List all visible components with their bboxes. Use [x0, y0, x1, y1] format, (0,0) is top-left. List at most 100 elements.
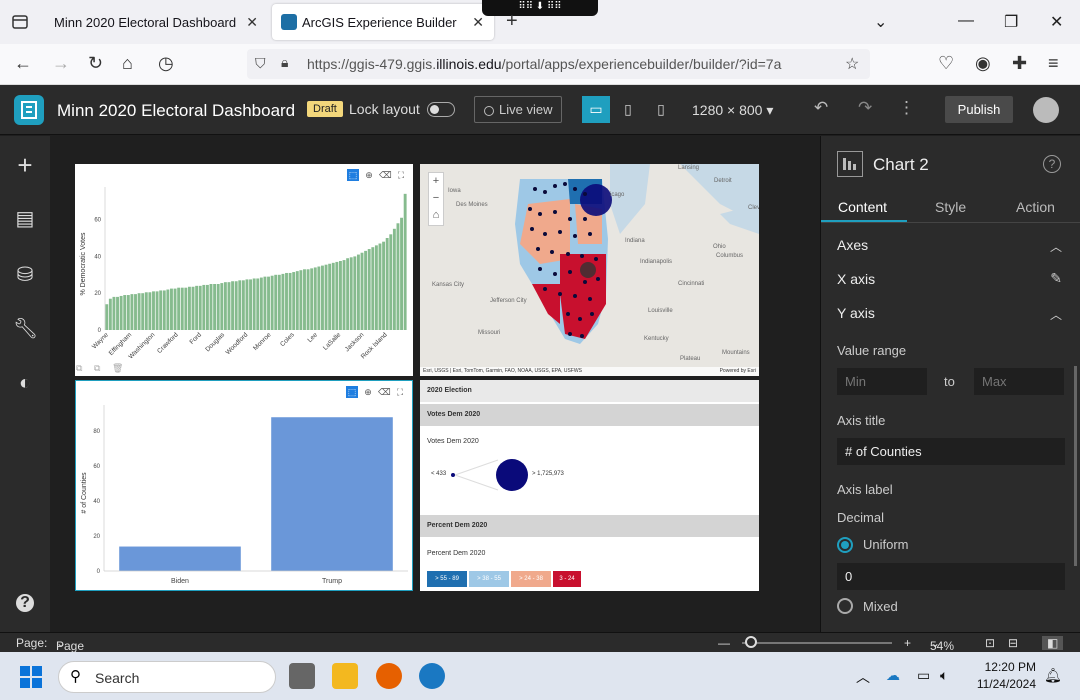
forward-icon[interactable]: →	[52, 53, 70, 73]
lock-icon[interactable]: 🔒︎	[281, 54, 289, 70]
chart-1-widget[interactable]: ⬚ ⊕ ⌫ ⛶ 0 20 40 60 Wayne Effingham Washington…	[75, 164, 413, 376]
fit-width-icon[interactable]: ⊡	[985, 636, 996, 650]
decimal-input[interactable]	[837, 563, 1065, 590]
zoom-out-icon[interactable]: —	[718, 636, 730, 650]
tab-action[interactable]: Action	[1016, 199, 1055, 215]
phone-view-icon[interactable]: ▯	[657, 101, 665, 117]
panel-title[interactable]: Chart 2	[873, 155, 929, 174]
minimize-icon[interactable]: —	[958, 12, 974, 29]
legend-section-percent[interactable]: Percent Dem 2020	[420, 515, 759, 537]
back-icon[interactable]: ←	[14, 53, 32, 73]
url-text[interactable]: https://ggis-479.ggis.illinois.edu/porta…	[307, 56, 782, 72]
extensions-icon[interactable]: ✚	[1012, 53, 1028, 73]
mixed-radio[interactable]	[837, 598, 853, 614]
publish-button[interactable]: Publish	[945, 96, 1013, 123]
toggle-panel-icon[interactable]: ◧	[1042, 636, 1064, 650]
notifications-icon[interactable]: 🔔︎	[1044, 667, 1062, 683]
selection-icon[interactable]: ⬚	[346, 386, 358, 398]
lock-layout-toggle[interactable]	[427, 102, 455, 117]
tab-experience-builder[interactable]: ArcGIS Experience Builder ✕	[272, 4, 494, 40]
undo-icon[interactable]: ↶	[814, 98, 829, 117]
bookmark-star-icon[interactable]: ☆	[845, 56, 860, 73]
arcgis-app-icon[interactable]	[419, 663, 445, 689]
insert-widget-icon[interactable]: +	[17, 150, 33, 180]
home-icon[interactable]: ⌂	[122, 53, 133, 73]
home-extent-icon[interactable]: ⌂	[432, 209, 440, 221]
zoom-level-select[interactable]: 54% ⌄	[930, 636, 955, 653]
min-input[interactable]	[837, 368, 927, 395]
panel-scrollbar[interactable]	[1074, 366, 1077, 566]
fullscreen-icon[interactable]: ⛶	[396, 387, 404, 397]
tab-list-icon[interactable]	[8, 10, 32, 34]
delete-icon[interactable]: ⌫	[378, 387, 391, 397]
tools-icon[interactable]: 🔧︎	[13, 318, 39, 340]
task-view-icon[interactable]	[289, 663, 315, 689]
help-icon[interactable]: ?	[16, 594, 34, 612]
fit-screen-icon[interactable]: ⊟	[1008, 636, 1019, 650]
firefox-icon[interactable]	[376, 663, 402, 689]
url-bar[interactable]: ⛉ 🔒︎ https://ggis-479.ggis.illinois.edu/…	[247, 49, 870, 79]
tablet-view-icon[interactable]: ▯	[624, 101, 632, 117]
taskbar-search[interactable]: ⚲ Search	[58, 661, 276, 693]
max-input[interactable]	[974, 368, 1064, 395]
zoom-slider-handle[interactable]	[745, 636, 757, 648]
user-avatar[interactable]	[1033, 97, 1059, 123]
map-widget[interactable]: Lansing Detroit Iowa Des Moines icago Clev Ind…	[420, 164, 759, 376]
zoom-in-icon[interactable]: +	[432, 175, 440, 187]
tab-style[interactable]: Style	[935, 199, 967, 215]
screen-share-handle-icon[interactable]: ⠿⠿ ⬇ ⠿⠿	[482, 0, 598, 16]
shield-icon[interactable]: ⛉	[255, 55, 266, 71]
chevron-up-icon[interactable]: ︿	[1049, 240, 1062, 254]
maximize-icon[interactable]: ❐	[1004, 14, 1019, 31]
zoom-in-icon[interactable]: +	[904, 636, 912, 650]
clock-time[interactable]: 12:20 PM	[984, 660, 1036, 674]
tab-overflow-icon[interactable]: ⌄	[874, 14, 888, 31]
zoom-slider[interactable]	[742, 642, 892, 644]
more-options-icon[interactable]: ⋮	[898, 98, 915, 117]
zoom-icon[interactable]: ⊕	[365, 170, 373, 180]
windows-start-icon[interactable]	[20, 666, 42, 688]
delete-icon[interactable]: 🗑︎	[112, 363, 124, 373]
page-select[interactable]: Page ⌄	[56, 636, 85, 653]
close-icon[interactable]: ✕	[246, 14, 258, 30]
duplicate-icon[interactable]: ⧉	[94, 363, 101, 373]
file-explorer-icon[interactable]	[332, 663, 358, 689]
app-title[interactable]: Minn 2020 Electoral Dashboard	[57, 101, 296, 120]
edit-pencil-icon[interactable]: ✎	[1050, 270, 1062, 286]
copy-icon[interactable]: ⧉	[76, 363, 83, 373]
history-icon[interactable]: ◷	[158, 53, 174, 73]
zoom-out-icon[interactable]: −	[432, 192, 440, 204]
mixed-radio-label[interactable]: Mixed	[863, 599, 898, 614]
tab-minn-dashboard[interactable]: Minn 2020 Electoral Dashboard ✕	[42, 4, 268, 40]
experience-builder-logo-icon[interactable]	[14, 95, 44, 125]
clock-date[interactable]: 11/24/2024	[976, 677, 1036, 691]
network-icon[interactable]: ▭	[917, 667, 931, 683]
redo-icon[interactable]: ↷	[858, 98, 873, 117]
onedrive-icon[interactable]: ☁	[886, 667, 900, 683]
pocket-icon[interactable]: ♡	[938, 53, 955, 73]
tab-content[interactable]: Content	[838, 199, 888, 215]
illinois-election-map[interactable]: Lansing Detroit Iowa Des Moines icago Clev Ind…	[420, 164, 759, 376]
desktop-view-icon[interactable]: ▭	[582, 96, 610, 123]
menu-icon[interactable]: ≡	[1048, 53, 1059, 73]
volume-icon[interactable]: 🔈︎	[940, 667, 949, 683]
selection-icon[interactable]: ⬚	[347, 169, 359, 181]
zoom-icon[interactable]: ⊕	[364, 387, 372, 397]
uniform-radio-label[interactable]: Uniform	[863, 537, 909, 552]
live-view-button[interactable]: Live view	[474, 96, 562, 123]
help-icon[interactable]: ?	[1043, 155, 1061, 173]
delete-icon[interactable]: ⌫	[379, 170, 392, 180]
powered-by-esri[interactable]: Powered by Esri	[719, 368, 756, 374]
show-hidden-icons-icon[interactable]: ︿	[856, 669, 870, 685]
chart-2-widget[interactable]: ⬚ ⊕ ⌫ ⛶ 0 20 40 60 80 Biden Trump # of Counti…	[75, 380, 413, 591]
new-tab-icon[interactable]: +	[506, 10, 518, 32]
resolution-select[interactable]: 1280 × 800 ▾	[692, 102, 774, 118]
legend-widget[interactable]: 2020 Election Votes Dem 2020 Votes Dem 2…	[420, 380, 759, 591]
data-icon[interactable]: ⛁	[16, 264, 34, 286]
window-close-icon[interactable]: ✕	[1050, 14, 1064, 31]
chevron-up-icon[interactable]: ︿	[1049, 308, 1062, 322]
uniform-radio[interactable]	[837, 537, 853, 553]
fullscreen-icon[interactable]: ⛶	[397, 170, 405, 180]
axis-title-input[interactable]	[837, 438, 1065, 465]
x-axis-row[interactable]: X axis	[837, 271, 876, 287]
